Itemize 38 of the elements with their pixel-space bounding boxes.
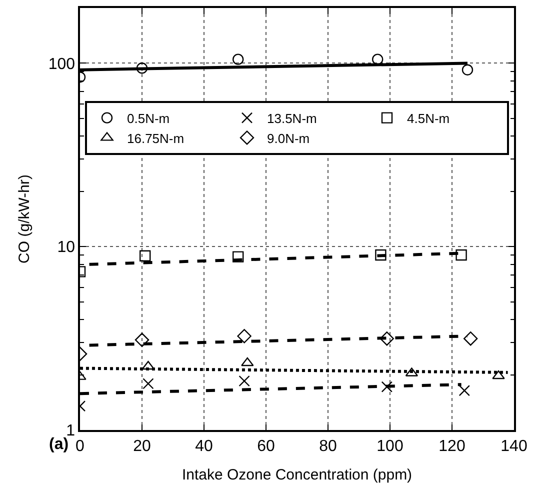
legend-label: 0.5N-m [127,110,170,126]
legend-label: 4.5N-m [407,110,450,126]
x-tick-label: 80 [319,438,337,455]
point [375,249,386,261]
y-tick-label: 10 [57,239,76,256]
text: (a) [49,436,69,453]
point [458,385,470,396]
point [232,251,244,262]
point [380,332,394,346]
point [136,62,148,74]
legend-label: 16.75N-m [127,130,184,146]
legend-label: 9.0N-m [267,130,310,146]
point [238,375,250,387]
x-tick-label: 60 [257,438,275,455]
y-tick-label: 1 [66,422,76,440]
legend-label: 13.5N-m [267,110,317,126]
x-tick-label: 100 [376,438,404,455]
point [464,332,478,346]
point [492,370,505,380]
point [142,360,155,370]
x-tick-label: 20 [133,438,151,455]
x-tick-label: 120 [438,438,466,455]
point [462,64,474,76]
point [237,329,252,344]
y-tick-label: 100 [48,56,76,73]
point [134,332,150,347]
x-tick-label: 0 [76,438,85,455]
point [456,249,467,261]
point [381,381,392,392]
point [142,378,154,390]
x-tick-label: 140 [500,438,528,455]
point [232,54,244,65]
point [372,54,384,65]
x-axis-title: Intake Ozone Concentration (ppm) [182,466,412,484]
point [140,250,151,262]
x-tick-label: 40 [195,438,213,455]
y-axis-title: CO (g/kW-hr) [16,174,34,264]
point [241,357,254,366]
